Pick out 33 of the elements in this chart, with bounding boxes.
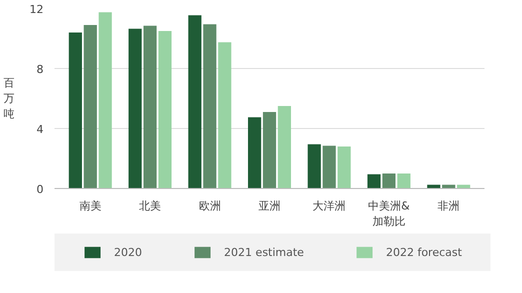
x-tick-label: 亚洲	[258, 200, 280, 212]
bar	[397, 174, 410, 188]
y-tick-label: 8	[36, 63, 44, 76]
legend-label: 2020	[114, 246, 142, 258]
y-tick-label: 0	[36, 183, 44, 196]
legend-label: 2021 estimate	[224, 246, 304, 258]
bar	[248, 117, 262, 188]
y-tick-label: 12	[30, 3, 44, 16]
bar	[203, 24, 216, 188]
y-tick-label: 4	[36, 123, 44, 136]
x-tick-label: 中美洲&加勒比	[368, 200, 410, 228]
x-tick-label: 非洲	[438, 200, 460, 212]
bar	[278, 106, 291, 188]
x-tick-label: 南美	[79, 200, 102, 212]
bar	[322, 146, 336, 188]
x-tick-label: 大洋洲	[312, 200, 346, 212]
bar	[84, 25, 97, 188]
bar	[143, 26, 157, 188]
bar	[262, 112, 276, 188]
bar	[382, 174, 396, 188]
legend-label: 2022 forecast	[386, 246, 462, 258]
bar	[218, 42, 232, 188]
bar	[367, 174, 381, 188]
bar	[128, 28, 142, 188]
bar	[68, 32, 82, 188]
bar	[308, 144, 321, 188]
bar	[158, 31, 172, 188]
x-tick-label: 北美	[139, 200, 162, 212]
y-axis-title: 百万吨	[4, 76, 15, 121]
bar	[98, 12, 112, 188]
bar	[188, 15, 202, 188]
bar	[338, 146, 351, 188]
x-tick-label: 欧洲	[198, 200, 221, 212]
